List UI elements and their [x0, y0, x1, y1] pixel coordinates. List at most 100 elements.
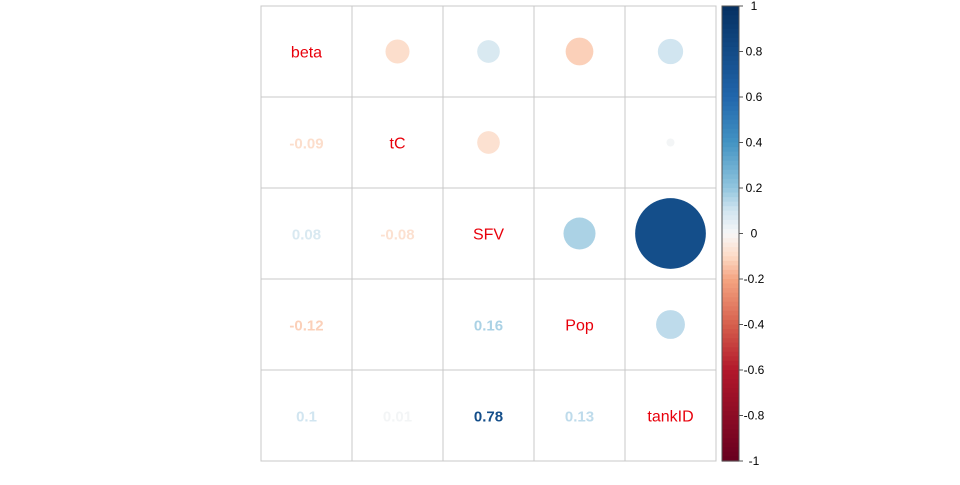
corr-circle-SFV-Pop — [563, 217, 596, 250]
colorbar-tick-label: -0.6 — [744, 363, 765, 377]
corr-circle-tC-tankID — [666, 138, 675, 147]
colorbar-segment — [722, 69, 739, 75]
corr-value-SFV-beta: 0.08 — [292, 227, 321, 244]
colorbar-segment — [722, 60, 739, 66]
diagonal-label-tC: tC — [390, 136, 406, 153]
grid-cell-1-0 — [260, 96, 353, 189]
colorbar-tick-label: 0 — [751, 227, 758, 241]
matrix-grid — [260, 5, 717, 462]
colorbar-tick-label: 0.4 — [746, 136, 763, 150]
diagonal-label-SFV: SFV — [473, 227, 504, 244]
corr-value-Pop-SFV: 0.16 — [474, 318, 503, 335]
colorbar-segment — [722, 87, 739, 94]
colorbar-segment — [722, 279, 739, 285]
colorbar-segment — [722, 256, 739, 262]
colorbar-segment — [722, 115, 739, 121]
diagonal-label-tankID: tankID — [647, 409, 693, 426]
colorbar-segment — [722, 147, 739, 153]
colorbar-segment — [722, 274, 739, 280]
corr-circle-beta-tC — [385, 39, 410, 64]
colorbar-segment — [722, 6, 739, 12]
colorbar-segment — [722, 228, 739, 235]
colorbar-segment — [722, 160, 739, 166]
grid-cell-3-2 — [442, 278, 535, 371]
colorbar-segment — [722, 347, 739, 353]
colorbar-segment — [722, 92, 739, 98]
colorbar-segment — [722, 174, 739, 180]
grid-cell-4-1 — [351, 369, 444, 462]
colorbar-segment — [722, 260, 739, 266]
colorbar-segment — [722, 28, 739, 34]
colorbar-tick-label: -0.8 — [744, 409, 765, 423]
grid-cell-2-2 — [442, 187, 535, 280]
colorbar-segment — [722, 429, 739, 435]
grid-cell-3-0 — [260, 278, 353, 371]
colorbar-segment — [722, 224, 739, 230]
colorbar-segment — [722, 119, 739, 125]
colorbar-segment — [722, 410, 739, 417]
colorbar-segment — [722, 10, 739, 16]
colorbar-segment — [722, 365, 739, 371]
colorbar-segment — [722, 106, 739, 112]
colorbar-segment — [722, 78, 739, 84]
colorbar-segment — [722, 169, 739, 175]
corr-value-tankID-SFV: 0.78 — [474, 409, 503, 426]
matrix-cells: beta -0.09 tC 0.08 -0.08 SFV -0.12 0.16 Pop 0.1 0.… — [289, 37, 706, 426]
colorbar-segment — [722, 192, 739, 198]
grid-cell-3-1 — [351, 278, 444, 371]
colorbar-segment — [722, 188, 739, 194]
colorbar-segment — [722, 447, 739, 453]
colorbar-segment — [722, 406, 739, 412]
corr-circle-Pop-tankID — [656, 310, 685, 339]
colorbar-tick-label: -1 — [749, 454, 760, 468]
grid-cell-2-1 — [351, 187, 444, 280]
colorbar-segment — [722, 201, 739, 207]
colorbar-segment — [722, 33, 739, 39]
colorbar-segment — [722, 379, 739, 385]
colorbar-segment — [722, 297, 739, 303]
colorbar-segment — [722, 156, 739, 162]
colorbar-segment — [722, 178, 739, 185]
colorbar-segment — [722, 329, 739, 335]
colorbar-segment — [722, 292, 739, 298]
corr-circle-SFV-tankID — [635, 198, 706, 269]
grid-cell-1-2 — [442, 96, 535, 189]
colorbar-segment — [722, 51, 739, 57]
colorbar: 1 0.8 0.6 0.4 0.2 0 -0.2 -0.4 -0.6 -0.8 -1 — [721, 0, 765, 468]
colorbar-segment — [722, 242, 739, 248]
colorbar-segment — [722, 215, 739, 221]
grid-cell-4-2 — [442, 369, 535, 462]
colorbar-segment — [722, 24, 739, 30]
colorbar-segment — [722, 342, 739, 348]
colorbar-segment — [722, 451, 739, 458]
colorbar-segment — [722, 397, 739, 403]
colorbar-segment — [722, 210, 739, 216]
colorbar-segment — [722, 42, 739, 48]
colorbar-segment — [722, 19, 739, 25]
colorbar-tick-label: 0.8 — [746, 45, 763, 59]
colorbar-segment — [722, 356, 739, 362]
colorbar-segment — [722, 415, 739, 421]
colorbar-segment — [722, 265, 739, 271]
colorbar-segment — [722, 219, 739, 225]
colorbar-tick-label: -0.2 — [744, 272, 765, 286]
colorbar-segment — [722, 46, 739, 53]
colorbar-segment — [722, 142, 739, 148]
colorbar-segment — [722, 351, 739, 357]
grid-cell-4-0 — [260, 369, 353, 462]
corr-circle-beta-SFV — [477, 40, 500, 63]
colorbar-segment — [722, 310, 739, 316]
colorbar-segment — [722, 233, 739, 239]
colorbar-segment — [722, 424, 739, 430]
corr-value-tankID-beta: 0.1 — [296, 409, 317, 426]
colorbar-tick-label: 0.2 — [746, 181, 763, 195]
corr-value-SFV-tC: -0.08 — [380, 227, 414, 244]
grid-cell-0-0 — [260, 5, 353, 98]
colorbar-segment — [722, 97, 739, 103]
colorbar-segment — [722, 319, 739, 326]
colorbar-segment — [722, 56, 739, 62]
colorbar-segment — [722, 165, 739, 171]
colorbar-segment — [722, 65, 739, 71]
